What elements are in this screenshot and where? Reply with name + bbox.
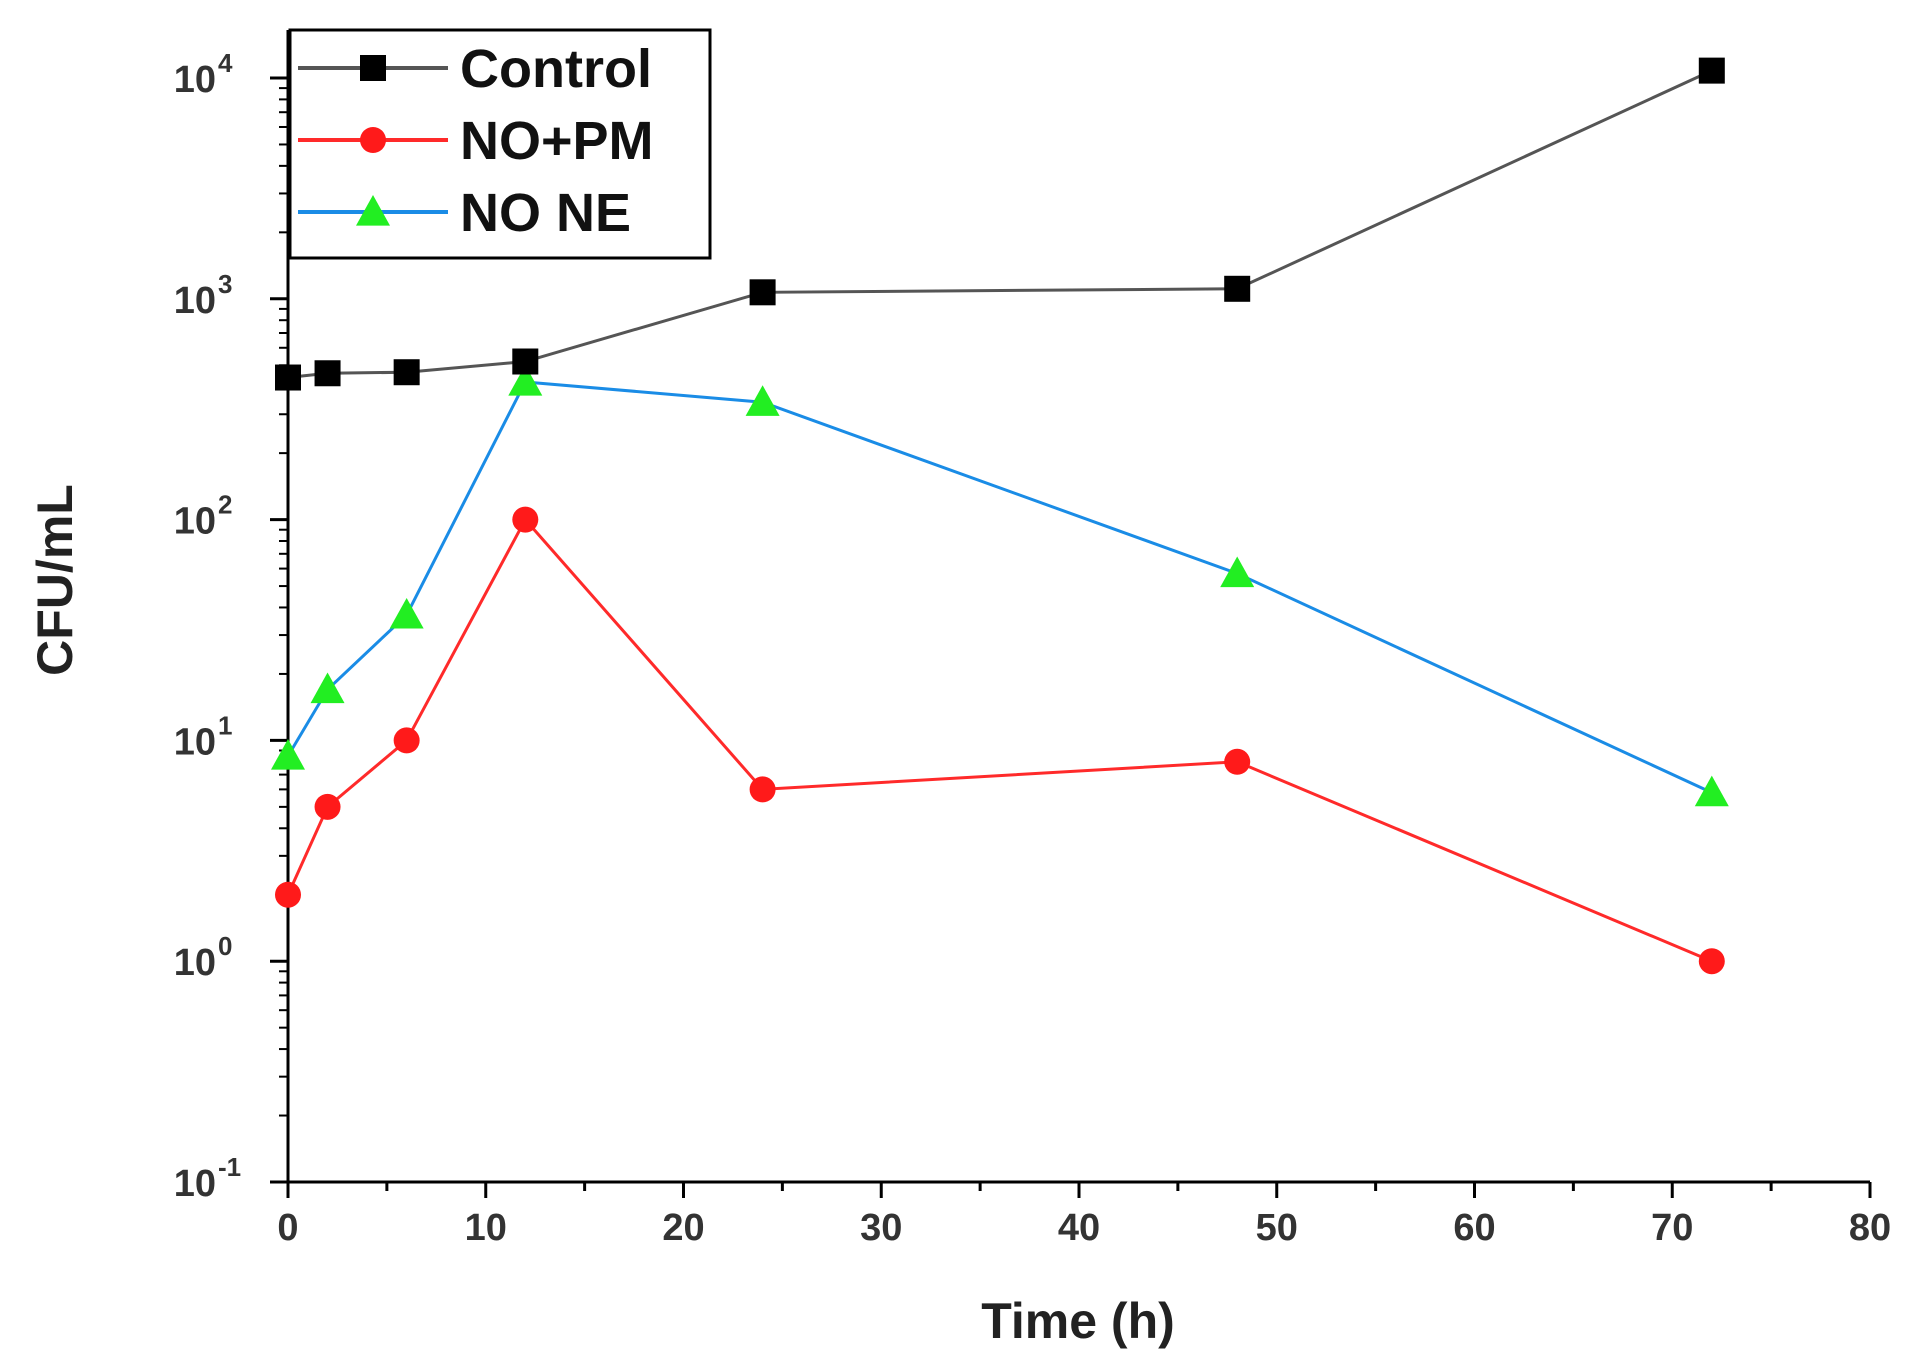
data-point-circle — [1224, 748, 1251, 775]
y-tick-label: 10 — [174, 942, 216, 984]
data-point-square — [275, 364, 301, 391]
data-point-triangle — [310, 672, 345, 704]
legend-label: NO+PM — [460, 111, 654, 171]
x-axis-title: Time (h) — [981, 1293, 1175, 1349]
x-tick-label: 10 — [465, 1207, 507, 1249]
x-tick-label: 0 — [277, 1207, 298, 1249]
y-tick-exponent: 3 — [218, 269, 232, 299]
y-axis-title: CFU/mL — [27, 484, 83, 676]
y-tick-label: 10 — [174, 280, 216, 322]
data-point-square — [1224, 275, 1251, 302]
y-tick-label: 10 — [174, 1163, 216, 1205]
x-tick-label: 40 — [1058, 1207, 1100, 1249]
legend-marker-triangle — [356, 195, 390, 226]
x-tick-label: 20 — [662, 1207, 704, 1249]
series-line — [286, 516, 1713, 963]
data-point-circle — [275, 881, 301, 908]
data-point-circle — [1698, 948, 1725, 975]
series-no-ne — [271, 364, 1729, 807]
data-point-square — [1698, 57, 1725, 84]
legend: Control NO+PM NO NE — [288, 28, 712, 260]
y-tick-exponent: -1 — [218, 1152, 241, 1182]
x-tick-label: 80 — [1849, 1207, 1891, 1249]
data-point-triangle — [745, 385, 780, 416]
data-point-square — [749, 279, 776, 306]
legend-label: Control — [460, 39, 652, 99]
y-tick-exponent: 0 — [218, 931, 232, 961]
data-point-circle — [314, 793, 341, 820]
series-control — [275, 57, 1725, 391]
y-tick-exponent: 2 — [218, 490, 232, 520]
y-tick-label: 10 — [174, 501, 216, 543]
series-line — [286, 380, 1713, 794]
data-point-triangle — [1694, 775, 1729, 807]
y-tick-exponent: 1 — [218, 710, 232, 740]
y-tick-label: 10 — [174, 721, 216, 763]
data-point-triangle — [1220, 556, 1255, 588]
x-tick-label: 30 — [860, 1207, 902, 1249]
y-tick-exponent: 4 — [218, 48, 233, 78]
data-point-circle — [512, 506, 539, 533]
data-point-triangle — [271, 738, 305, 770]
legend-marker-square — [360, 55, 386, 81]
series-no-pm — [275, 506, 1725, 975]
data-point-triangle — [508, 364, 543, 396]
data-point-circle — [749, 776, 776, 803]
data-point-square — [314, 360, 341, 387]
y-tick-label: 10 — [174, 59, 216, 101]
data-point-square — [512, 348, 539, 375]
x-tick-label: 60 — [1453, 1207, 1495, 1249]
series-layer — [271, 57, 1729, 975]
data-point-triangle — [389, 597, 424, 629]
legend-marker-circle — [360, 127, 386, 153]
legend-label: NO NE — [460, 183, 631, 243]
data-point-circle — [393, 727, 420, 754]
data-point-square — [393, 359, 420, 386]
x-tick-label: 70 — [1651, 1207, 1693, 1249]
x-tick-label: 50 — [1256, 1207, 1298, 1249]
